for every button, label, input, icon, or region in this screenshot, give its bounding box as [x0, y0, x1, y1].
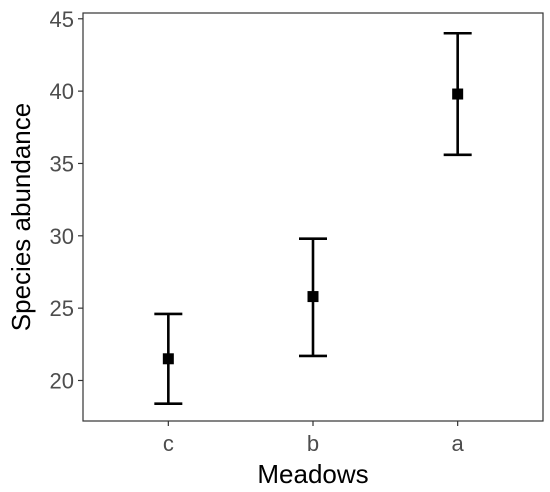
y-tick-label: 35 [50, 151, 74, 176]
data-point [162, 353, 174, 365]
y-tick-label: 30 [50, 224, 74, 249]
y-tick-label: 25 [50, 296, 74, 321]
data-point [452, 88, 464, 100]
panel-border [82, 12, 544, 422]
y-tick-label: 40 [50, 79, 74, 104]
x-tick-label: a [452, 431, 465, 456]
y-axis: 20 25 30 35 40 45 [50, 7, 83, 393]
y-tick-label: 20 [50, 368, 74, 393]
data-marks [154, 31, 472, 405]
data-point [307, 291, 319, 303]
y-axis-title: Species abundance [6, 103, 36, 331]
x-tick-label: b [307, 431, 319, 456]
x-axis-title: Meadows [257, 459, 368, 489]
x-tick-label: c [163, 431, 174, 456]
y-tick-label: 45 [50, 7, 74, 32]
